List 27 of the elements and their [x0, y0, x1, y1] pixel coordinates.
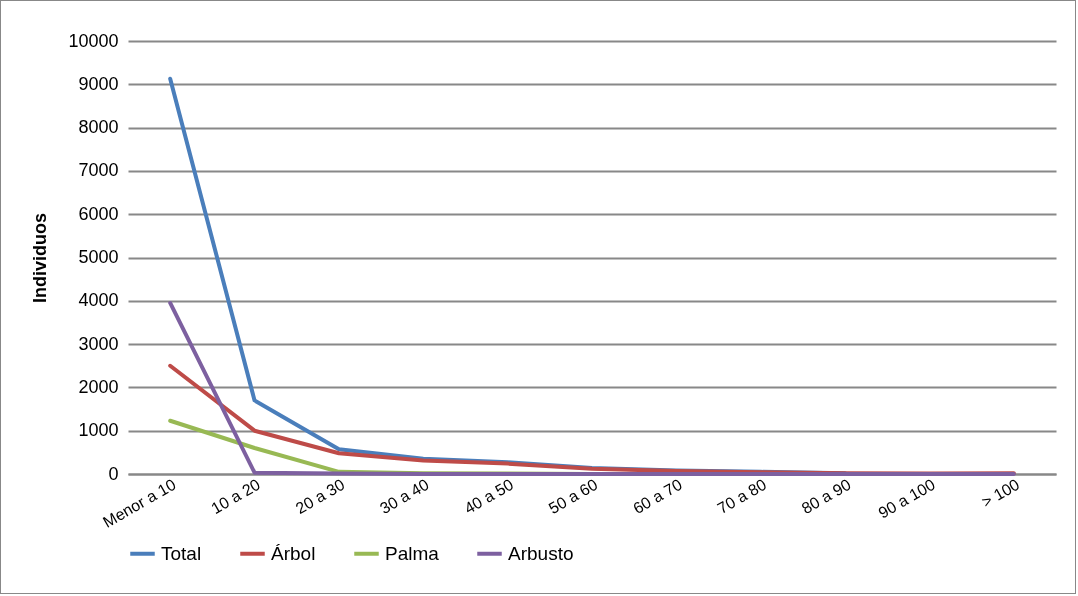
x-tick-label: 60 a 70: [630, 475, 685, 518]
y-tick-label: 2000: [78, 376, 119, 397]
x-tick-label: 20 a 30: [292, 475, 348, 518]
x-tick-label: > 100: [978, 475, 1023, 511]
x-tick-label: 30 a 40: [377, 475, 432, 518]
y-tick-label: 0: [108, 463, 119, 484]
y-tick-label: 8000: [78, 117, 119, 138]
y-tick-label: 3000: [78, 333, 119, 354]
y-tick-label: 9000: [78, 73, 119, 94]
legend-label: Arbusto: [508, 542, 574, 564]
x-tick-label: 10 a 20: [208, 475, 264, 518]
x-tick-label: 70 a 80: [714, 475, 770, 518]
y-tick-label: 6000: [78, 203, 119, 224]
x-tick-label: 50 a 60: [545, 475, 601, 518]
y-tick-label: 7000: [78, 160, 119, 181]
y-tick-label: 4000: [78, 290, 119, 311]
x-tick-label: 80 a 90: [798, 475, 854, 518]
x-tick-label: 40 a 50: [461, 475, 517, 518]
line-series: [168, 300, 1016, 476]
legend-label: Total: [161, 542, 202, 564]
legend-label: Árbol: [271, 542, 316, 564]
legend-label: Palma: [385, 542, 440, 564]
y-tick-label: 1000: [78, 420, 119, 441]
x-tick-label: 90 a 100: [875, 475, 939, 522]
y-tick-label: 10000: [68, 30, 119, 51]
y-tick-label: 5000: [78, 247, 119, 267]
y-axis-title: Individuos: [30, 213, 51, 303]
